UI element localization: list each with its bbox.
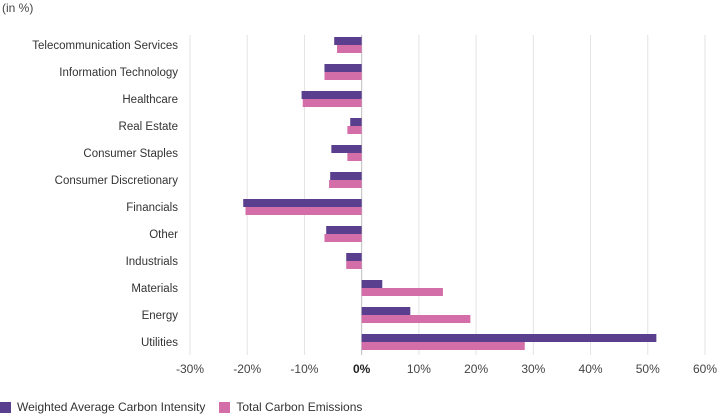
bar-total-carbon-emissions bbox=[347, 153, 362, 161]
legend-swatch-weighted-average-carbon-intensity bbox=[0, 401, 11, 413]
x-tick-label: 60% bbox=[693, 362, 717, 376]
category-label: Real Estate bbox=[119, 121, 178, 133]
legend-label-total-carbon-emissions: Total Carbon Emissions bbox=[236, 400, 363, 414]
bar-weighted-average-carbon-intensity bbox=[361, 334, 657, 342]
category-label: Utilities bbox=[141, 337, 178, 349]
x-tick-label: 0% bbox=[353, 362, 371, 376]
category-labels: Telecommunication Services Information Te… bbox=[32, 40, 178, 349]
bar-weighted-average-carbon-intensity bbox=[243, 199, 362, 207]
bar-total-carbon-emissions bbox=[346, 261, 362, 269]
bar-weighted-average-carbon-intensity bbox=[326, 226, 362, 234]
legend-label-weighted-average-carbon-intensity: Weighted Average Carbon Intensity bbox=[17, 400, 206, 414]
bar-weighted-average-carbon-intensity bbox=[350, 118, 362, 126]
bar-total-carbon-emissions bbox=[324, 72, 362, 80]
bar-weighted-average-carbon-intensity bbox=[361, 307, 411, 315]
x-tick-label: 20% bbox=[464, 362, 488, 376]
x-tick-label: -10% bbox=[290, 362, 318, 376]
category-label: Financials bbox=[126, 202, 178, 214]
bar-total-carbon-emissions bbox=[361, 342, 525, 350]
category-label: Energy bbox=[142, 310, 179, 322]
bar-total-carbon-emissions bbox=[347, 126, 362, 134]
x-axis-tick-labels: -30% -20% -10% 0% 10% 20% 30% 40% 50% 60% bbox=[176, 362, 717, 376]
bar-weighted-average-carbon-intensity bbox=[334, 37, 362, 45]
legend-swatch-total-carbon-emissions bbox=[219, 401, 231, 413]
bar-total-carbon-emissions bbox=[361, 288, 443, 296]
category-label: Healthcare bbox=[122, 94, 178, 106]
bar-weighted-average-carbon-intensity bbox=[324, 64, 362, 72]
legend: Weighted Average Carbon Intensity Total … bbox=[0, 399, 376, 415]
bar-total-carbon-emissions bbox=[361, 315, 471, 323]
bar-weighted-average-carbon-intensity bbox=[330, 172, 362, 180]
x-tick-label: 10% bbox=[407, 362, 431, 376]
x-tick-label: -30% bbox=[176, 362, 204, 376]
x-tick-label: 50% bbox=[636, 362, 660, 376]
x-tick-label: 30% bbox=[521, 362, 545, 376]
legend-item-wacı: Weighted Average Carbon Intensity bbox=[0, 400, 205, 414]
category-label: Other bbox=[149, 229, 178, 241]
category-label: Materials bbox=[131, 283, 178, 295]
gridlines bbox=[189, 35, 706, 355]
bar-weighted-average-carbon-intensity bbox=[331, 145, 362, 153]
bar-weighted-average-carbon-intensity bbox=[346, 253, 362, 261]
category-label: Consumer Discretionary bbox=[55, 175, 179, 187]
bar-total-carbon-emissions bbox=[337, 45, 362, 53]
bar-total-carbon-emissions bbox=[245, 207, 362, 215]
category-label: Industrials bbox=[126, 256, 179, 268]
category-label: Information Technology bbox=[59, 67, 178, 79]
unit-note: (in %) bbox=[2, 1, 34, 15]
bar-total-carbon-emissions bbox=[302, 99, 362, 107]
bar-weighted-average-carbon-intensity bbox=[301, 91, 362, 99]
category-label: Consumer Staples bbox=[83, 148, 178, 160]
bar-weighted-average-carbon-intensity bbox=[361, 280, 383, 288]
bar-total-carbon-emissions bbox=[324, 234, 362, 242]
bar-total-carbon-emissions bbox=[329, 180, 362, 188]
x-tick-label: -20% bbox=[233, 362, 261, 376]
x-tick-label: 40% bbox=[579, 362, 603, 376]
category-label: Telecommunication Services bbox=[32, 40, 178, 52]
legend-item-total-carbon-emissions: Total Carbon Emissions bbox=[219, 400, 362, 414]
bars bbox=[243, 37, 657, 350]
